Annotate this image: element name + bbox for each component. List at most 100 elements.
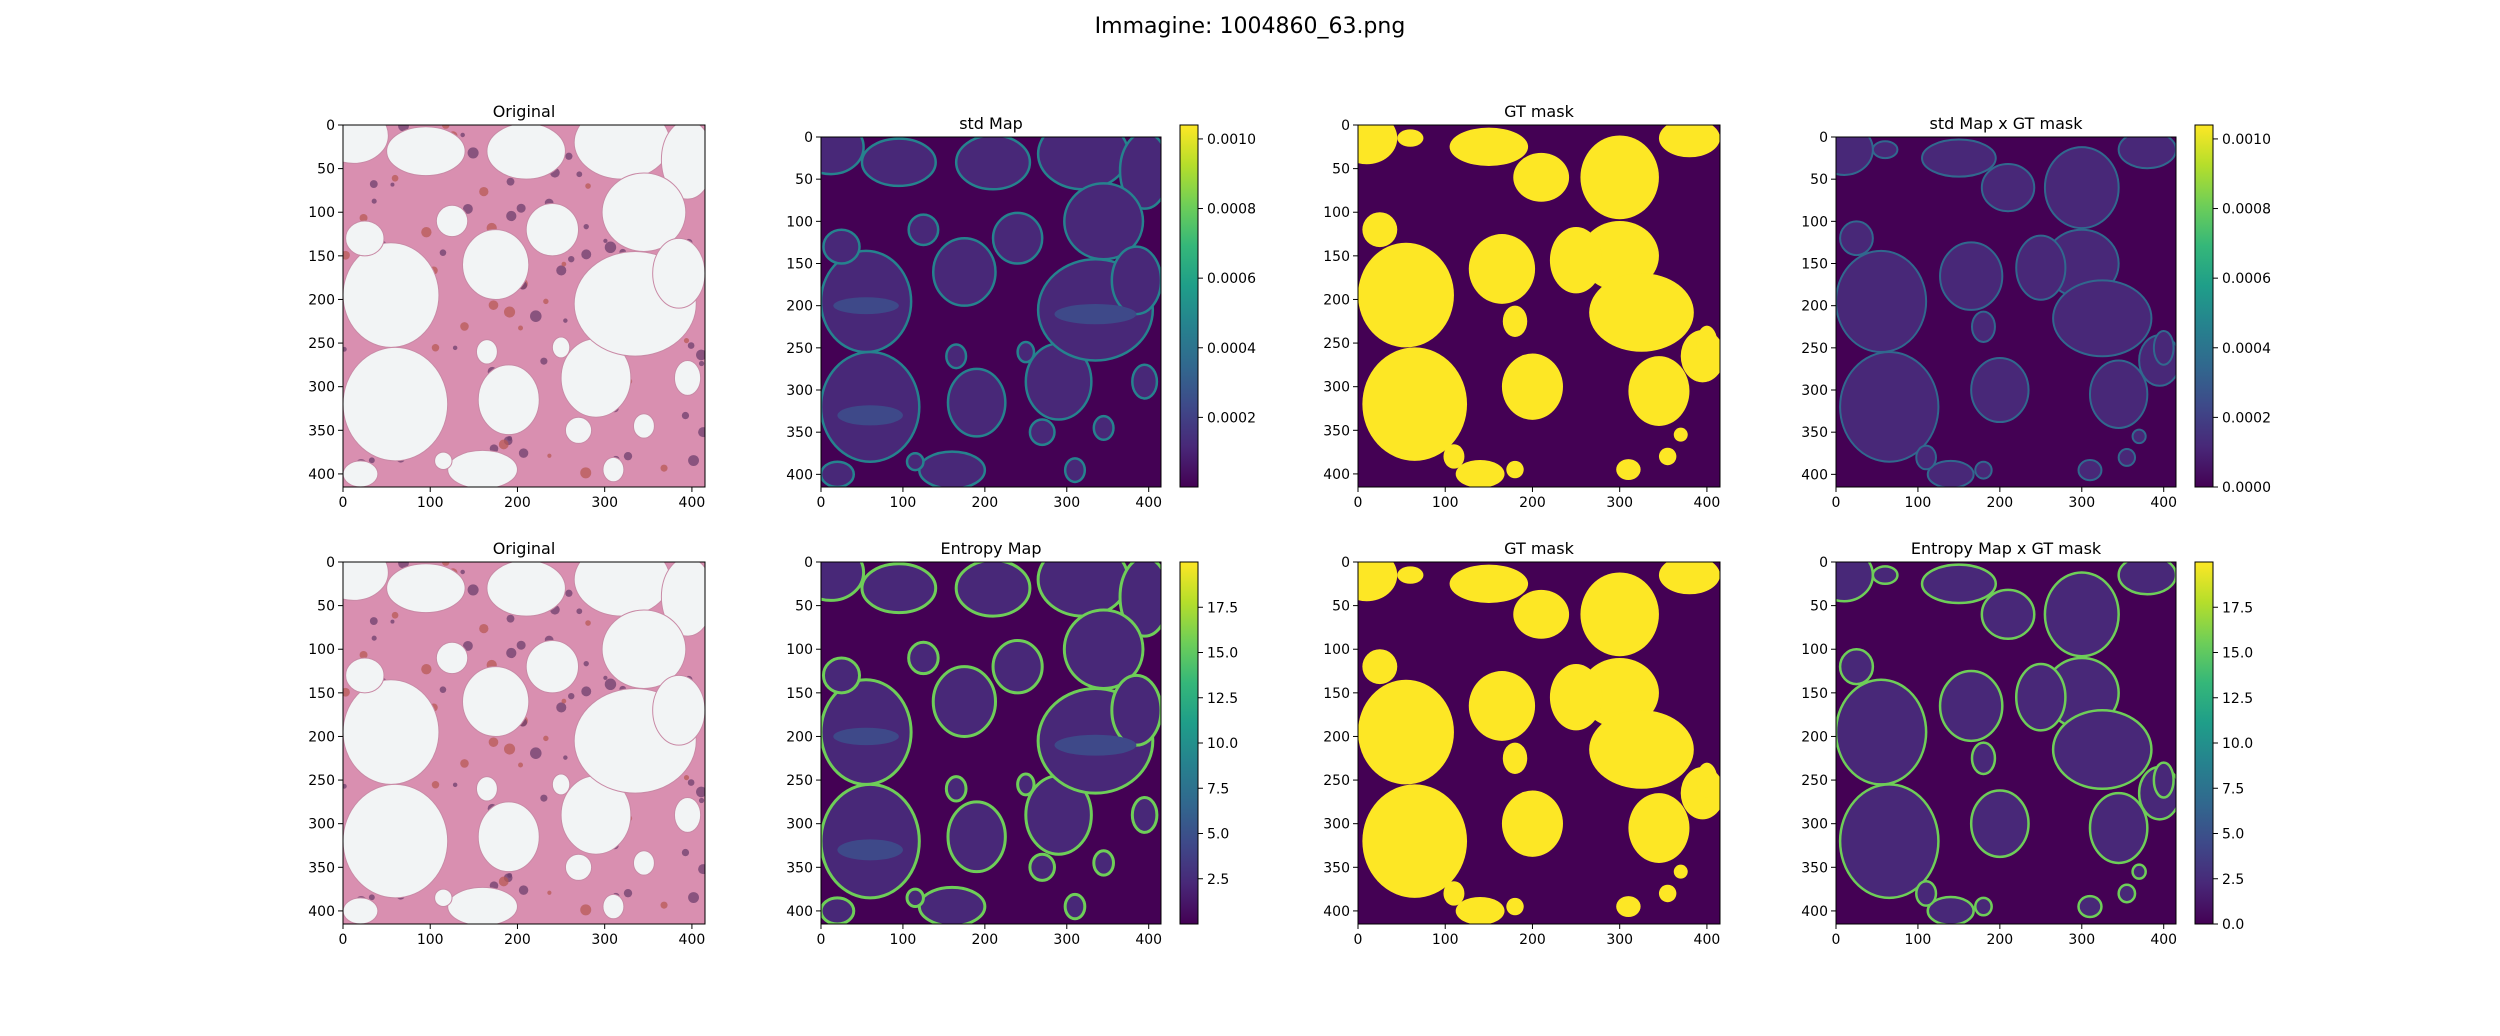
nucleus-mark [518, 885, 529, 895]
boundary-mark [931, 236, 997, 307]
nucleus-mark [688, 455, 699, 466]
panel-image [343, 562, 705, 924]
nucleus-mark [547, 890, 552, 895]
nucleus-mark [431, 780, 440, 789]
vacuole-mark [447, 886, 518, 924]
nucleus-mark [696, 786, 705, 798]
band-mark [837, 839, 903, 861]
colorbar-tick-label: 10.0 [1207, 736, 1238, 752]
masked-region [1926, 459, 1975, 487]
mask-region [1358, 679, 1454, 785]
boundary-mark [1063, 892, 1087, 921]
panel-title: Original [493, 539, 556, 558]
boundary-mark [931, 665, 998, 738]
masked-region [1970, 741, 1997, 776]
y-tick-label: 0 [1341, 118, 1350, 134]
vacuole-mark [673, 797, 702, 833]
mask-region [1502, 742, 1528, 774]
x-tick-label: 0 [1832, 932, 1841, 948]
mask-region [1658, 562, 1720, 595]
boundary-mark [907, 640, 940, 676]
masked-region [2088, 359, 2149, 429]
panel-image [821, 137, 1161, 487]
vacuole-mark [343, 346, 449, 462]
nucleus-mark [460, 132, 465, 138]
nucleus-mark [439, 686, 447, 693]
mask-region [1628, 793, 1690, 863]
y-tick-label: 250 [1801, 773, 1828, 789]
vacuole-mark [343, 562, 389, 601]
mask-region [1696, 762, 1718, 798]
x-tick-label: 100 [417, 495, 444, 511]
x-tick-label: 100 [417, 932, 444, 948]
panel-image [1358, 562, 1720, 924]
y-tick-label: 150 [308, 249, 335, 265]
x-tick-label: 400 [1135, 932, 1162, 948]
colorbar-tick-label: 0.0010 [2222, 132, 2271, 148]
nucleus-mark [460, 322, 469, 331]
boundary-mark [1110, 245, 1161, 316]
masked-region [1871, 565, 1899, 586]
x-tick-label: 300 [1606, 495, 1633, 511]
band-mark [833, 297, 899, 315]
vacuole-mark [525, 203, 580, 257]
boundary-mark [1131, 363, 1159, 400]
nucleus-mark [683, 338, 690, 344]
y-tick-label: 200 [1323, 292, 1350, 308]
colorbar-tick-label: 17.5 [1207, 600, 1238, 616]
nucleus-mark [623, 451, 633, 461]
y-tick-label: 300 [786, 383, 813, 399]
y-tick-label: 0 [326, 118, 335, 134]
y-tick-label: 400 [1801, 904, 1828, 920]
panel-title: std Map x GT mask [1930, 114, 2084, 133]
x-tick-label: 0 [339, 495, 348, 511]
y-tick-label: 250 [308, 336, 335, 352]
x-tick-label: 200 [1519, 495, 1546, 511]
nucleus-mark [452, 782, 458, 788]
y-tick-label: 100 [1801, 642, 1828, 658]
nucleus-mark [467, 147, 479, 159]
nucleus-mark [543, 735, 549, 742]
panel-image [1358, 125, 1720, 487]
boundary-mark [1028, 852, 1056, 882]
mask-region [1449, 127, 1529, 166]
boundary-mark [1036, 562, 1130, 618]
mask-region [1673, 864, 1688, 879]
masked-region [1980, 162, 2036, 213]
nucleus-mark [660, 901, 668, 909]
y-tick-label: 0 [1341, 555, 1350, 571]
mask-region [1580, 135, 1659, 220]
colorbar-tick-label: 15.0 [1207, 646, 1238, 662]
masked-region [2077, 459, 2103, 482]
boundary-mark [991, 639, 1044, 695]
boundary-mark [905, 452, 925, 472]
nucleus-mark [498, 876, 509, 887]
mask-region [1616, 896, 1641, 918]
vacuole-mark [573, 125, 671, 180]
nucleus-mark [507, 435, 513, 441]
mask-region [1455, 459, 1505, 487]
nucleus-mark [604, 678, 617, 690]
masked-region [1838, 783, 1940, 900]
vacuole-mark [673, 360, 702, 396]
vacuole-mark [564, 853, 593, 881]
vacuole-mark [525, 640, 580, 694]
colorbar-tick-label: 17.5 [2222, 600, 2253, 616]
masked-region [1921, 138, 1997, 178]
axes-frame [342, 561, 706, 925]
x-tick-label: 300 [1053, 932, 1080, 948]
vacuole-mark [462, 666, 530, 737]
x-tick-label: 200 [1986, 932, 2013, 948]
y-tick-label: 350 [1323, 860, 1350, 876]
y-tick-label: 150 [308, 686, 335, 702]
boundary-mark [907, 213, 940, 247]
x-tick-label: 300 [591, 495, 618, 511]
mask-region [1513, 589, 1570, 639]
panel-title: std Map [959, 114, 1023, 133]
masked-region [2015, 234, 2067, 301]
nucleus-mark [561, 698, 567, 704]
mask-region [1501, 790, 1563, 857]
nucleus-mark [568, 255, 575, 263]
nucleus-mark [585, 620, 591, 626]
mask-region [1549, 227, 1603, 294]
